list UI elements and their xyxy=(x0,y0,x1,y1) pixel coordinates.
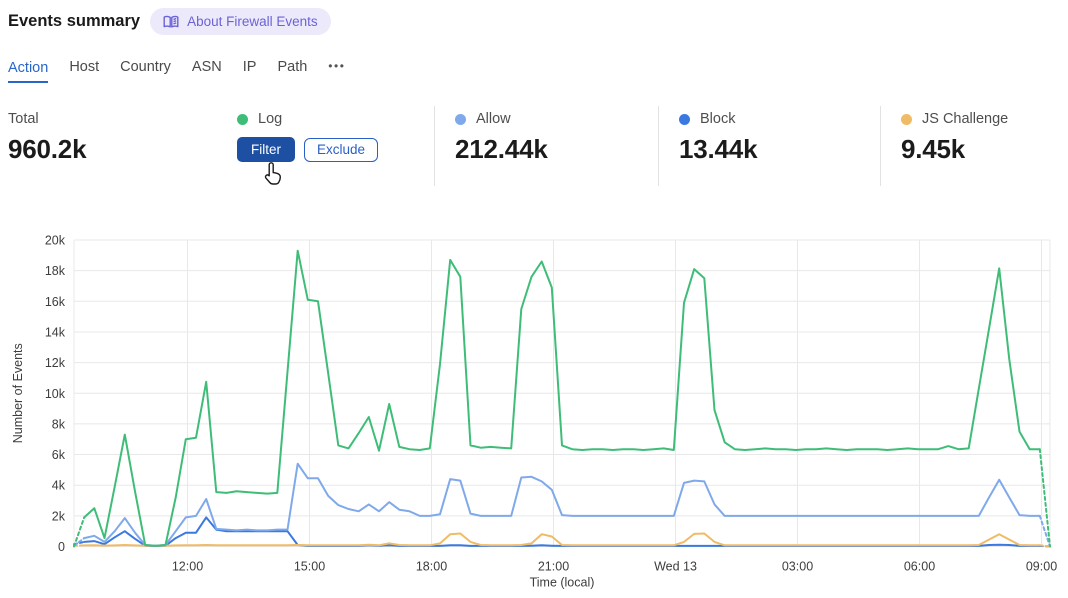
y-tick-label: 16k xyxy=(45,295,66,309)
tab-bar: Action Host Country ASN IP Path ••• xyxy=(8,59,345,83)
y-tick-label: 8k xyxy=(52,417,66,431)
stat-value-block: 13.44k xyxy=(679,134,758,164)
series-line-log xyxy=(1038,448,1051,548)
tab-host[interactable]: Host xyxy=(69,59,100,75)
tab-action[interactable]: Action xyxy=(8,60,49,83)
stat-label-total: Total xyxy=(8,111,39,127)
x-tick-label: 12:00 xyxy=(172,560,203,574)
x-tick-label: 21:00 xyxy=(538,560,569,574)
stat-label-allow: Allow xyxy=(476,111,511,127)
y-tick-label: 20k xyxy=(45,234,66,248)
stat-label-log: Log xyxy=(258,111,283,127)
stats-row: Total 960.2k Log Filter Exclude Allow 21… xyxy=(0,106,1068,186)
x-tick-label: 15:00 xyxy=(294,560,325,574)
y-tick-label: 14k xyxy=(45,325,66,339)
series-line-allow xyxy=(83,462,1041,547)
y-axis-title: Number of Events xyxy=(11,343,25,443)
about-firewall-events-badge[interactable]: About Firewall Events xyxy=(150,8,331,35)
x-tick-label: 03:00 xyxy=(782,560,813,574)
filter-button[interactable]: Filter xyxy=(237,137,295,162)
series-line-block xyxy=(83,516,1041,547)
stat-card-total: Total 960.2k xyxy=(0,106,237,186)
block-series-dot xyxy=(679,113,690,125)
tabs-more-button[interactable]: ••• xyxy=(328,59,346,73)
x-tick-label: Wed 13 xyxy=(654,560,697,574)
badge-label: About Firewall Events xyxy=(187,14,318,29)
y-tick-label: 6k xyxy=(52,448,66,462)
stat-value-total: 960.2k xyxy=(8,134,87,164)
x-tick-label: 09:00 xyxy=(1026,560,1057,574)
series-line-js-challenge xyxy=(1038,544,1051,548)
stat-value-js-challenge: 9.45k xyxy=(901,134,966,164)
stat-label-js-challenge: JS Challenge xyxy=(922,111,1009,127)
header: Events summary About Firewall Events xyxy=(8,8,331,35)
x-axis-title: Time (local) xyxy=(530,576,595,590)
exclude-button[interactable]: Exclude xyxy=(304,137,379,162)
y-tick-label: 0 xyxy=(58,540,65,554)
y-tick-label: 4k xyxy=(52,479,66,493)
stat-label-block: Block xyxy=(700,111,736,127)
stat-card-block[interactable]: Block 13.44k xyxy=(658,106,880,186)
series-line-allow xyxy=(1038,514,1051,548)
series-line-js-challenge xyxy=(83,532,1041,547)
series-line-log xyxy=(73,516,86,548)
page-title: Events summary xyxy=(8,12,141,30)
stat-card-allow[interactable]: Allow 212.44k xyxy=(434,106,658,186)
js-challenge-series-dot xyxy=(901,113,912,125)
stat-card-log[interactable]: Log Filter Exclude xyxy=(237,106,434,186)
stat-value-allow: 212.44k xyxy=(455,134,548,164)
tab-country[interactable]: Country xyxy=(120,59,171,75)
book-icon xyxy=(163,15,179,29)
y-tick-label: 18k xyxy=(45,264,66,278)
events-time-series-chart: 0 2k 4k 6k 8k 10k 12k 14k 16k 18k 20k 12:00 15:00 18:… xyxy=(11,234,1057,590)
tab-asn[interactable]: ASN xyxy=(191,59,222,75)
y-tick-label: 12k xyxy=(45,356,66,370)
log-series-dot xyxy=(237,113,248,125)
y-tick-label: 10k xyxy=(45,387,66,401)
x-tick-label: 06:00 xyxy=(904,560,935,574)
tab-path[interactable]: Path xyxy=(277,59,308,75)
y-tick-label: 2k xyxy=(52,509,66,523)
allow-series-dot xyxy=(455,113,466,125)
series-line-log xyxy=(83,249,1041,547)
x-tick-label: 18:00 xyxy=(416,560,447,574)
stat-card-js-challenge[interactable]: JS Challenge 9.45k xyxy=(880,106,1068,186)
tab-ip[interactable]: IP xyxy=(242,59,257,75)
